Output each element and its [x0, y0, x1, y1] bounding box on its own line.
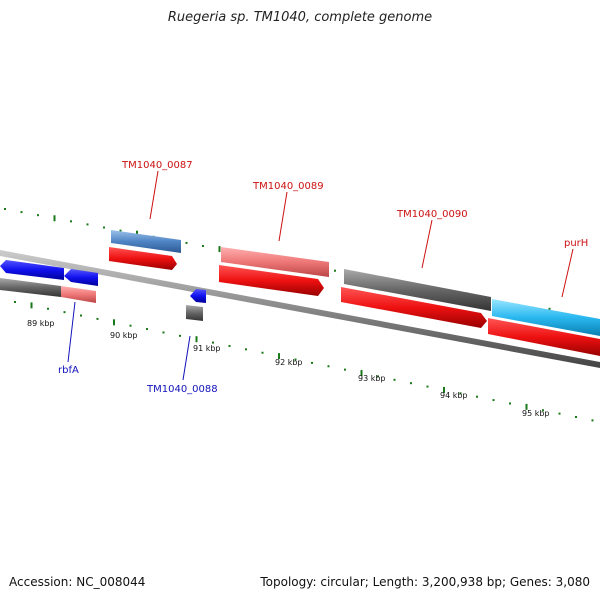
- minor-tick: [591, 419, 594, 422]
- minor-tick: [185, 241, 188, 244]
- gene-label[interactable]: purH: [564, 238, 588, 249]
- scale-label: 93 kbp: [358, 374, 386, 383]
- gene-feature[interactable]: [492, 299, 600, 336]
- minor-tick: [20, 211, 23, 214]
- scale-label: 90 kbp: [110, 331, 138, 340]
- scale-label: 91 kbp: [193, 344, 221, 353]
- gene-feature[interactable]: [341, 287, 487, 328]
- minor-tick: [202, 245, 204, 248]
- major-tick: [53, 215, 56, 222]
- gene-feature[interactable]: [0, 278, 61, 297]
- minor-tick: [294, 358, 297, 361]
- minor-tick: [261, 351, 264, 354]
- minor-tick: [426, 385, 429, 388]
- gene-feature[interactable]: [0, 260, 64, 280]
- feature-track: [0, 230, 600, 356]
- minor-tick: [476, 395, 478, 398]
- minor-tick: [37, 214, 39, 217]
- minor-tick: [212, 341, 214, 344]
- label-leaders: [67, 170, 574, 381]
- minor-tick: [86, 223, 89, 226]
- scale-label: 95 kbp: [522, 409, 550, 418]
- gene-feature[interactable]: [111, 230, 181, 253]
- major-tick: [443, 386, 445, 393]
- minor-tick: [542, 409, 544, 412]
- gene-label[interactable]: rbfA: [58, 365, 79, 376]
- minor-tick: [63, 311, 66, 314]
- gene-feature[interactable]: [61, 286, 96, 303]
- gene-feature[interactable]: [219, 265, 324, 296]
- scale-label: 89 kbp: [27, 319, 55, 328]
- minor-tick: [245, 348, 247, 351]
- major-tick: [218, 246, 221, 253]
- genome-summary-text: Topology: circular; Length: 3,200,938 bp…: [260, 575, 590, 589]
- minor-tick: [509, 402, 511, 405]
- major-tick: [278, 353, 280, 360]
- gene-feature[interactable]: [344, 269, 491, 311]
- gene-labels: TM1040_0087 TM1040_0089 TM1040_0090 purH…: [58, 160, 588, 395]
- inner-tick-row: [14, 301, 594, 422]
- minor-tick: [70, 220, 72, 223]
- major-tick: [525, 403, 528, 410]
- gene-label[interactable]: TM1040_0089: [252, 181, 324, 192]
- gene-feature[interactable]: [109, 247, 177, 270]
- minor-tick: [344, 368, 346, 371]
- minor-tick: [393, 378, 396, 381]
- accession-text: Accession: NC_008044: [9, 575, 146, 589]
- major-tick: [360, 370, 363, 377]
- major-tick: [195, 336, 198, 343]
- minor-tick: [228, 344, 231, 347]
- gene-feature[interactable]: [64, 269, 98, 286]
- minor-tick: [14, 301, 16, 303]
- minor-tick: [119, 229, 122, 232]
- major-tick: [30, 302, 33, 309]
- minor-tick: [103, 226, 105, 229]
- gene-label[interactable]: TM1040_0087: [121, 160, 193, 171]
- minor-tick: [96, 317, 99, 320]
- minor-tick: [4, 208, 6, 210]
- genome-backbone: [0, 250, 600, 368]
- minor-tick: [558, 412, 561, 415]
- gene-feature[interactable]: [186, 305, 203, 321]
- minor-tick: [146, 328, 148, 331]
- gene-label[interactable]: TM1040_0088: [146, 384, 218, 395]
- scale-labels: 89 kbp 90 kbp 91 kbp 92 kbp 93 kbp 94 kb…: [27, 319, 550, 418]
- scale-label: 94 kbp: [440, 391, 468, 400]
- minor-tick: [377, 375, 379, 378]
- map-title: Ruegeria sp. TM1040, complete genome: [167, 10, 433, 25]
- minor-tick: [47, 307, 49, 310]
- major-tick: [136, 230, 138, 237]
- minor-tick: [327, 365, 330, 368]
- gene-label[interactable]: TM1040_0090: [396, 209, 468, 220]
- minor-tick: [162, 331, 165, 334]
- minor-tick: [492, 399, 495, 402]
- minor-tick: [80, 314, 82, 317]
- major-tick: [113, 319, 115, 326]
- scale-label: 92 kbp: [275, 358, 303, 367]
- minor-tick: [334, 269, 336, 272]
- minor-tick: [311, 361, 313, 364]
- minor-tick: [575, 416, 577, 419]
- gene-feature[interactable]: [190, 289, 206, 303]
- minor-tick: [129, 324, 132, 327]
- minor-tick: [179, 334, 181, 337]
- minor-tick: [410, 382, 412, 385]
- minor-tick: [459, 392, 462, 395]
- gene-feature[interactable]: [488, 318, 600, 356]
- gene-feature[interactable]: [221, 247, 329, 277]
